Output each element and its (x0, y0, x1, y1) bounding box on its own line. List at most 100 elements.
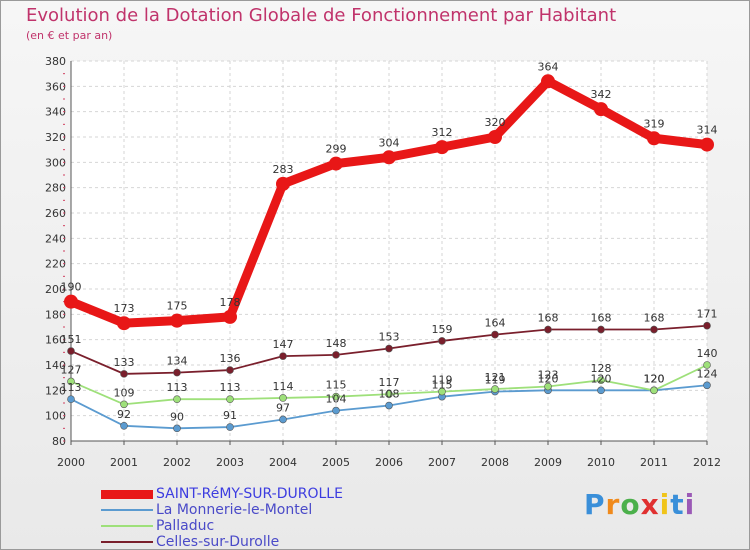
data-label: 115 (326, 379, 347, 392)
proxiti-logo: Proxiti (584, 488, 695, 521)
x-tick-label-2002: 2002 (163, 456, 191, 469)
logo-letter: P (584, 488, 606, 521)
data-point (332, 406, 340, 415)
y-tick-label-340: 340 (45, 106, 66, 119)
data-label: 120 (644, 372, 665, 385)
y-tick-label-100: 100 (45, 410, 66, 423)
data-point (117, 316, 131, 331)
data-point (544, 325, 552, 334)
logo-letter: x (640, 488, 660, 521)
data-label: 178 (220, 296, 241, 309)
data-label: 320 (485, 116, 506, 129)
data-label: 117 (379, 376, 400, 389)
data-label: 121 (485, 371, 506, 384)
data-point (67, 347, 75, 355)
x-tick-label-2009: 2009 (534, 456, 562, 469)
y-tick-label-140: 140 (45, 359, 66, 372)
data-point (170, 313, 184, 328)
data-label: 119 (432, 374, 453, 387)
data-label: 113 (61, 381, 82, 394)
x-tick-label-2012: 2012 (693, 456, 721, 469)
data-label: 104 (326, 393, 347, 406)
y-tick-label-320: 320 (45, 131, 66, 144)
data-label: 304 (379, 136, 400, 149)
legend-swatch (101, 489, 153, 499)
logo-letter: o (620, 488, 641, 521)
data-label: 108 (379, 388, 400, 401)
data-point (650, 386, 658, 395)
data-label: 92 (117, 408, 131, 421)
legend-swatch (101, 509, 153, 511)
data-label: 168 (538, 312, 559, 325)
data-point (67, 395, 75, 404)
data-label: 299 (326, 143, 347, 156)
data-point (438, 337, 446, 345)
data-point (594, 102, 608, 117)
data-label: 120 (538, 372, 559, 385)
data-point (544, 382, 552, 391)
data-point (279, 415, 287, 424)
x-tick-label-2001: 2001 (110, 456, 138, 469)
data-label: 120 (644, 372, 665, 385)
legend-label: Celles-sur-Durolle (156, 534, 280, 550)
data-label: 168 (644, 312, 665, 325)
data-point (173, 395, 181, 404)
data-point (329, 156, 343, 171)
x-tick-label-2000: 2000 (57, 456, 85, 469)
data-label: 342 (591, 88, 612, 101)
data-point (438, 387, 446, 396)
data-point (279, 352, 287, 360)
data-point (385, 390, 393, 398)
chart-subtitle: (en € et par an) (26, 29, 113, 42)
data-label: 175 (167, 300, 188, 313)
legend-label: SAINT-RéMY-SUR-DUROLLE (156, 486, 343, 502)
data-point (226, 366, 234, 374)
data-point (173, 368, 181, 377)
logo-letter: r (605, 488, 621, 521)
x-tick-label-2010: 2010 (587, 456, 615, 469)
data-label: 164 (485, 317, 506, 330)
data-label: 113 (220, 381, 241, 394)
data-label: 319 (644, 117, 665, 130)
data-point (382, 150, 396, 165)
data-point (226, 395, 234, 404)
y-tick-label-300: 300 (45, 156, 66, 169)
y-tick-label-360: 360 (45, 80, 66, 93)
data-point (700, 137, 714, 152)
x-tick-label-2011: 2011 (640, 456, 668, 469)
y-tick-label-220: 220 (45, 258, 66, 271)
legend-swatch (101, 525, 153, 527)
x-tick-label-2005: 2005 (322, 456, 350, 469)
logo-letter: t (670, 488, 685, 521)
data-point (64, 294, 78, 309)
data-point (385, 401, 393, 410)
x-tick-label-2008: 2008 (481, 456, 509, 469)
data-point (491, 330, 499, 339)
data-label: 120 (591, 372, 612, 385)
y-tick-label-380: 380 (45, 55, 66, 68)
data-label: 97 (276, 401, 290, 414)
data-label: 119 (485, 374, 506, 387)
data-label: 114 (273, 380, 294, 393)
data-point (703, 321, 711, 330)
y-tick-label-260: 260 (45, 207, 66, 220)
logo-letter: i (659, 488, 671, 521)
data-label: 115 (432, 379, 453, 392)
data-label: 159 (432, 323, 453, 336)
legend-item-la-monnerie-le-montel: La Monnerie-le-Montel (101, 502, 312, 518)
data-label: 133 (114, 356, 135, 369)
data-point (647, 131, 661, 146)
data-label: 140 (697, 347, 718, 360)
data-label: 128 (591, 362, 612, 375)
data-label: 364 (538, 60, 559, 73)
legend-item-celles-sur-durolle: Celles-sur-Durolle (101, 534, 280, 550)
data-label: 123 (538, 369, 559, 382)
data-label: 124 (697, 367, 718, 380)
data-label: 136 (220, 352, 241, 365)
data-label: 153 (379, 331, 400, 344)
logo-letter: i (684, 488, 696, 521)
data-point (276, 176, 290, 191)
y-tick-label-80: 80 (52, 435, 66, 448)
data-point (226, 423, 234, 431)
